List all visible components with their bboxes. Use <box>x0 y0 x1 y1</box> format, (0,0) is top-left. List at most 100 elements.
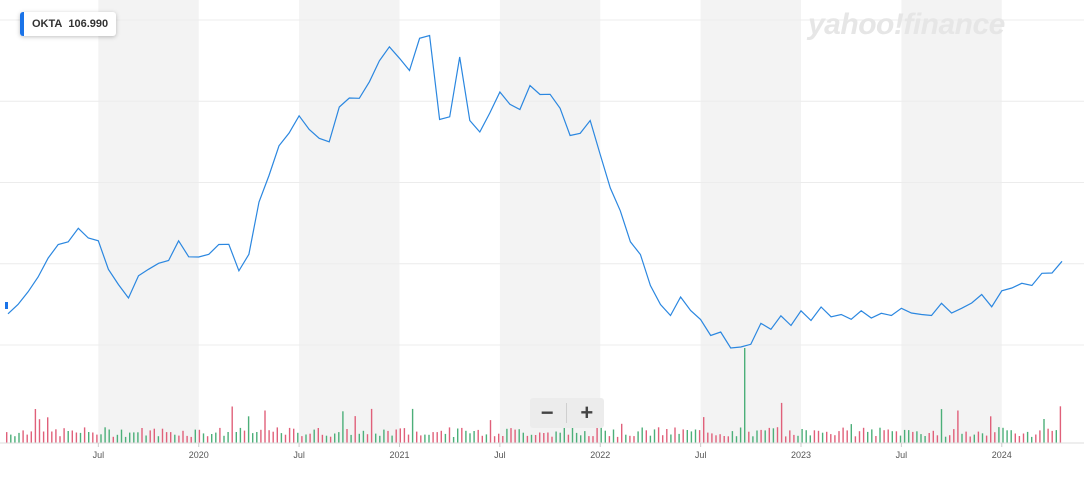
volume-bar <box>621 423 623 443</box>
volume-bar <box>760 429 762 443</box>
volume-bar <box>235 432 237 443</box>
volume-bar <box>461 427 463 443</box>
volume-bar <box>1022 433 1025 443</box>
volume-bar <box>346 429 348 443</box>
volume-bar <box>55 429 57 443</box>
volume-bar <box>744 348 746 443</box>
volume-bar <box>239 427 242 443</box>
x-tick-label: Jul <box>293 450 305 460</box>
volume-bar <box>1006 430 1008 443</box>
volume-bar <box>83 427 86 443</box>
volume-bar <box>153 428 155 443</box>
volume-bar <box>116 434 119 443</box>
volume-bar <box>469 433 471 443</box>
volume-bar <box>670 434 672 443</box>
volume-bar <box>645 430 647 443</box>
x-tick-label: 2022 <box>590 450 610 460</box>
volume-bar <box>657 427 660 443</box>
volume-bar <box>1010 430 1012 443</box>
volume-bar <box>288 427 291 443</box>
volume-bar <box>510 428 512 443</box>
volume-bar <box>817 430 820 443</box>
ticker-symbol: OKTA <box>32 18 63 30</box>
volume-bar <box>903 429 906 443</box>
volume-bar <box>867 431 869 443</box>
volume-bar <box>752 436 754 443</box>
volume-bar <box>133 432 135 443</box>
volume-bar <box>600 420 602 443</box>
volume-bar <box>805 430 807 443</box>
volume-bar <box>305 434 307 443</box>
volume-bar <box>198 429 201 443</box>
volume-bar <box>313 429 315 443</box>
volume-bar <box>440 430 442 443</box>
volume-bar <box>932 430 934 443</box>
volume-bar <box>1059 406 1062 443</box>
volume-bar <box>727 436 729 443</box>
volume-bar <box>444 433 447 443</box>
zoom-out-button[interactable]: − <box>540 400 554 425</box>
volume-bar <box>567 434 570 443</box>
volume-bar <box>571 427 574 443</box>
volume-bar <box>551 436 553 443</box>
volume-bar <box>514 429 516 443</box>
volume-bar <box>793 434 795 443</box>
price-series-line <box>7 34 1063 349</box>
volume-bar <box>260 429 262 443</box>
zoom-divider <box>566 403 568 423</box>
volume-bar <box>809 435 811 443</box>
volume-bar <box>506 428 508 443</box>
volume-bar <box>879 427 881 443</box>
volume-bar <box>223 435 225 443</box>
volume-bar <box>891 431 893 443</box>
volume-bar <box>284 434 287 443</box>
volume-bar <box>887 429 889 443</box>
volume-bar <box>990 416 992 443</box>
volume-bar <box>231 406 233 443</box>
volume-bar <box>190 436 192 443</box>
volume-bar <box>51 431 53 443</box>
volume-bar <box>850 424 852 443</box>
volume-bar <box>350 434 352 443</box>
volume-bar <box>518 429 520 443</box>
volume-bar <box>641 427 643 443</box>
zoom-controls: − + <box>530 398 604 428</box>
volume-bar <box>182 430 184 443</box>
x-axis-ticks: Jul 2020 Jul 2021 Jul 2022 Jul 2023 Jul 2024 <box>93 443 1012 460</box>
volume-bar <box>178 435 180 443</box>
volume-bar <box>194 429 196 443</box>
volume-bar <box>1026 431 1029 443</box>
volume-bar <box>756 430 758 443</box>
volume-bar <box>104 427 106 443</box>
volume-bar <box>981 433 984 443</box>
price-marker <box>5 302 8 309</box>
volume-bar <box>908 430 910 443</box>
volume-bar <box>120 429 123 443</box>
volume-bar <box>424 434 426 443</box>
volume-bar <box>580 435 582 443</box>
zoom-in-button[interactable]: + <box>580 400 594 425</box>
volume-bar <box>59 436 61 443</box>
volume-bar <box>555 431 557 443</box>
volume-bar <box>219 427 221 443</box>
volume-bar <box>1055 430 1057 443</box>
volume-bar <box>653 429 656 443</box>
volume-bar <box>678 433 680 443</box>
volume-bar <box>149 430 151 443</box>
volume-bar <box>272 431 274 443</box>
volume-bar <box>411 408 414 443</box>
volume-bar <box>764 430 766 443</box>
volume-bar <box>522 432 524 443</box>
volume-bar <box>719 434 721 443</box>
volume-bar <box>924 436 926 443</box>
x-tick-label: Jul <box>494 450 506 460</box>
volume-bar <box>674 427 676 443</box>
volume-bar <box>141 428 143 443</box>
volume-bar <box>202 433 205 443</box>
volume-bar <box>428 434 430 443</box>
volume-bar <box>588 436 590 443</box>
volume-bar <box>100 434 102 443</box>
volume-bar <box>977 431 980 443</box>
volume-bar <box>174 434 176 443</box>
volume-bar <box>112 436 114 443</box>
